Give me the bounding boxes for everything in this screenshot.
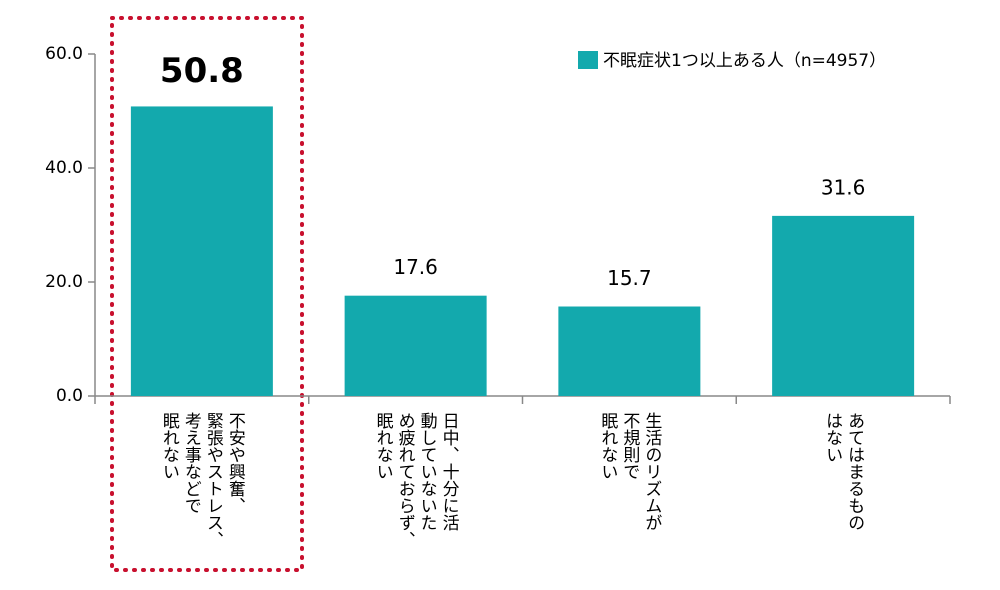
y-tick-label: 60.0 bbox=[45, 44, 83, 64]
legend-swatch bbox=[578, 51, 598, 69]
bar bbox=[344, 295, 487, 396]
bar bbox=[558, 306, 701, 396]
x-tick-label: 不安や興奮、 緊張やストレス、 考え事などで 眠れない bbox=[158, 412, 245, 548]
y-tick-label: 40.0 bbox=[45, 158, 83, 178]
value-label: 50.8 bbox=[160, 51, 244, 91]
x-tick-label: あてはまるもの はない bbox=[822, 412, 865, 531]
bar bbox=[772, 215, 915, 396]
x-tick-label: 日中、十分に活 動していないた め疲れておらず、 眠れない bbox=[372, 412, 459, 548]
highlight-box bbox=[110, 16, 304, 572]
bar bbox=[130, 106, 273, 396]
y-tick-label: 20.0 bbox=[45, 272, 83, 292]
value-label: 31.6 bbox=[821, 175, 866, 199]
y-tick-label: 0.0 bbox=[56, 386, 83, 406]
x-tick-label: 生活のリズムが 不規則で 眠れない bbox=[597, 412, 662, 531]
legend-label: 不眠症状1つ以上ある人（n=4957） bbox=[603, 51, 886, 71]
value-label: 15.7 bbox=[607, 266, 652, 290]
value-label: 17.6 bbox=[393, 255, 438, 279]
